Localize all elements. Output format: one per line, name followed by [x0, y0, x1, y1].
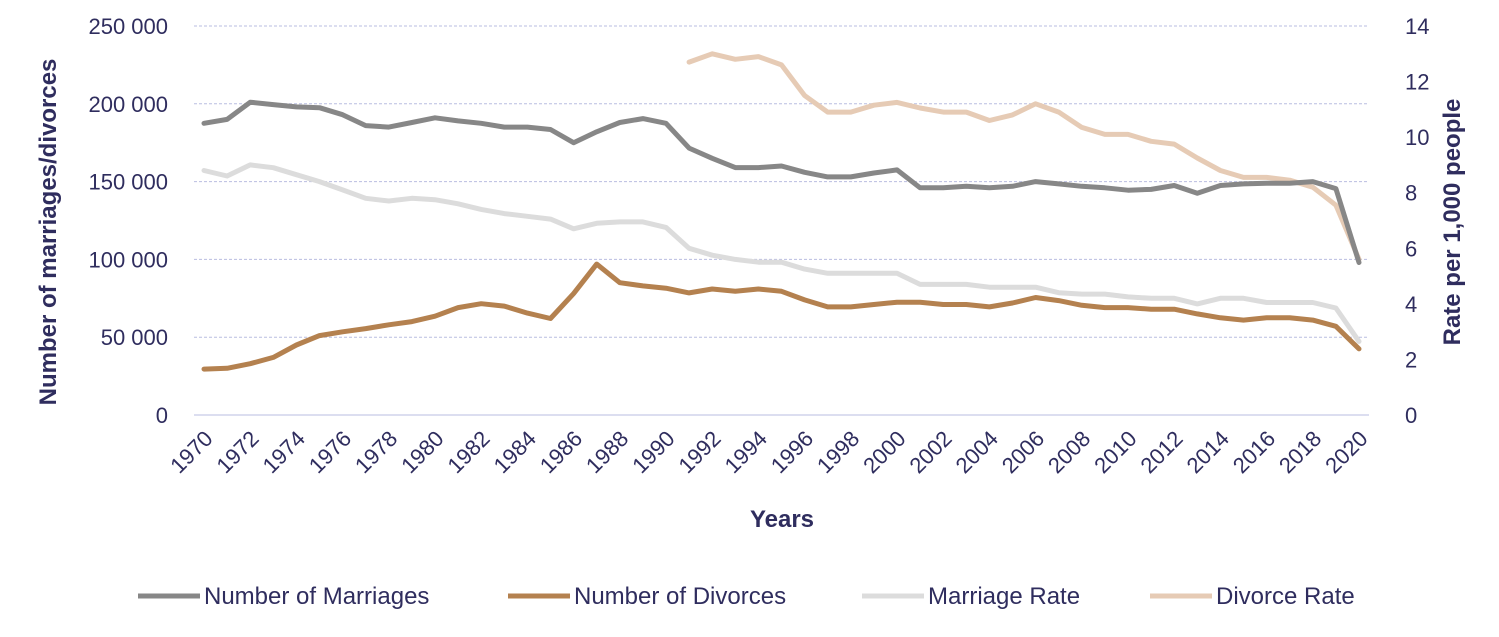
- x-tick-label: 1974: [258, 426, 310, 478]
- legend-label: Marriage Rate: [928, 583, 1080, 610]
- x-tick-label: 1978: [350, 426, 402, 478]
- left-tick-label: 150 000: [88, 170, 168, 195]
- x-tick-label: 2020: [1320, 426, 1372, 478]
- right-tick-label: 6: [1405, 236, 1417, 261]
- x-tick-label: 1984: [489, 426, 541, 478]
- right-tick-label: 14: [1405, 14, 1429, 39]
- x-tick-label: 2002: [904, 426, 956, 478]
- left-axis-ticks: 0 50 000 100 000 150 000 200 000 250 000: [88, 14, 168, 428]
- series-lines: [201, 51, 1362, 372]
- x-tick-label: 1992: [673, 426, 725, 478]
- right-tick-label: 10: [1405, 125, 1429, 150]
- x-axis-title: Years: [750, 506, 814, 533]
- left-tick-label: 200 000: [88, 92, 168, 117]
- series-line: [686, 51, 1362, 262]
- x-tick-label: 1982: [442, 426, 494, 478]
- right-tick-label: 2: [1405, 347, 1417, 372]
- right-tick-label: 8: [1405, 181, 1417, 206]
- x-axis-ticks: 1970197219741976197819801982198419861988…: [165, 426, 1372, 478]
- right-axis-ticks: 0 2 4 6 8 10 12 14: [1405, 14, 1429, 428]
- right-tick-label: 0: [1405, 403, 1417, 428]
- series-line: [201, 261, 1362, 372]
- x-tick-label: 2000: [858, 426, 910, 478]
- x-tick-label: 1990: [627, 426, 679, 478]
- x-tick-label: 2018: [1274, 426, 1326, 478]
- right-axis-title: Rate per 1,000 people: [1439, 99, 1466, 346]
- gridlines: [194, 25, 1369, 416]
- legend-label: Divorce Rate: [1216, 583, 1355, 610]
- series-line: [201, 162, 1362, 344]
- x-tick-label: 2004: [951, 426, 1003, 478]
- left-tick-label: 250 000: [88, 14, 168, 39]
- left-tick-label: 100 000: [88, 247, 168, 272]
- x-tick-label: 1970: [165, 426, 217, 478]
- x-tick-label: 1980: [396, 426, 448, 478]
- x-tick-label: 1996: [766, 426, 818, 478]
- left-axis-title: Number of marriages/divorces: [35, 59, 62, 406]
- x-tick-label: 2006: [997, 426, 1049, 478]
- x-tick-label: 1998: [812, 426, 864, 478]
- right-tick-label: 4: [1405, 292, 1417, 317]
- x-tick-label: 1972: [211, 426, 263, 478]
- x-tick-label: 1994: [720, 426, 772, 478]
- x-tick-label: 1976: [304, 426, 356, 478]
- right-tick-label: 12: [1405, 70, 1429, 95]
- legend: Number of Marriages Number of Divorces Mar…: [138, 583, 1355, 610]
- x-tick-label: 2010: [1089, 426, 1141, 478]
- x-tick-label: 2014: [1182, 426, 1234, 478]
- x-tick-label: 2008: [1043, 426, 1095, 478]
- x-tick-label: 2016: [1228, 426, 1280, 478]
- legend-label: Number of Marriages: [204, 583, 429, 610]
- x-tick-label: 1988: [581, 426, 633, 478]
- left-tick-label: 0: [156, 403, 168, 428]
- series-line: [201, 99, 1362, 265]
- x-tick-label: 2012: [1135, 426, 1187, 478]
- x-tick-label: 1986: [535, 426, 587, 478]
- legend-label: Number of Divorces: [574, 583, 786, 610]
- left-tick-label: 50 000: [101, 325, 168, 350]
